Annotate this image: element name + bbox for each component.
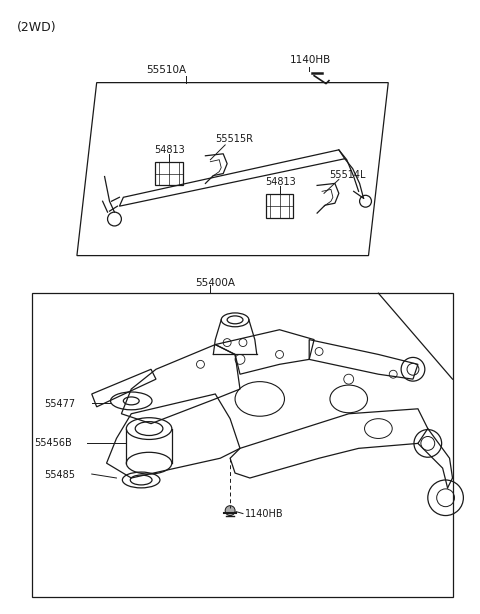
Text: (2WD): (2WD) [17, 21, 56, 34]
Text: 55515R: 55515R [216, 134, 253, 144]
Text: 55510A: 55510A [146, 65, 186, 75]
Text: 55477: 55477 [44, 399, 75, 409]
Text: 55456B: 55456B [35, 438, 72, 448]
Text: 55400A: 55400A [195, 278, 236, 289]
Circle shape [225, 506, 235, 516]
Text: 54813: 54813 [154, 145, 185, 155]
Text: 1140HB: 1140HB [245, 508, 284, 519]
Text: 55485: 55485 [44, 470, 75, 480]
Text: 54813: 54813 [264, 177, 296, 187]
Text: 1140HB: 1140HB [289, 55, 331, 65]
Text: 55514L: 55514L [329, 169, 365, 180]
